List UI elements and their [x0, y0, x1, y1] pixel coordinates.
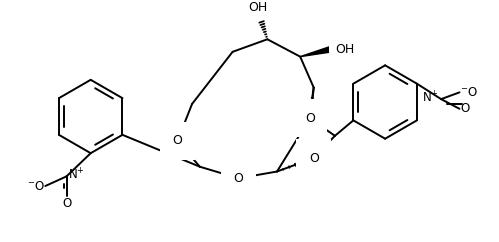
Text: O: O: [305, 112, 315, 125]
Text: O: O: [62, 197, 71, 210]
Text: OH: OH: [335, 43, 354, 56]
Text: O: O: [309, 151, 319, 165]
Polygon shape: [300, 46, 333, 57]
Text: $^{-}$O: $^{-}$O: [27, 180, 45, 192]
Text: O: O: [461, 102, 470, 115]
Text: O: O: [173, 134, 183, 147]
Text: OH: OH: [248, 1, 267, 14]
Text: N$^{+}$: N$^{+}$: [68, 168, 85, 183]
Text: $^{-}$O: $^{-}$O: [461, 86, 479, 99]
Text: O: O: [234, 172, 244, 185]
Text: N$^{+}$: N$^{+}$: [422, 91, 439, 106]
